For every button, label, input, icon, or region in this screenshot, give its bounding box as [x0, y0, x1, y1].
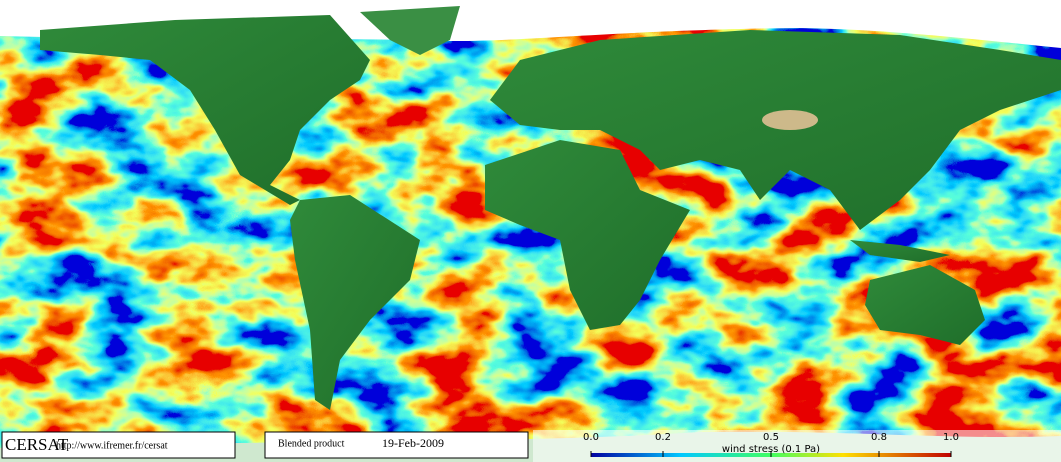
logo: CERSAT: [5, 435, 69, 454]
url: http://www.ifremer.fr/cersat: [56, 440, 168, 451]
logo-box: [1, 431, 236, 459]
colorbar-label: wind stress (0.1 Pa): [722, 444, 820, 455]
plateau: [762, 110, 818, 130]
colorbar-tick-label: 1.0: [943, 432, 959, 443]
colorbar-tick-label: 0.0: [583, 432, 599, 443]
colorbar-tick-label: 0.2: [655, 432, 671, 443]
product-box: [264, 431, 529, 459]
colorbar-tick-label: 0.5: [763, 432, 779, 443]
date: 19-Feb-2009: [382, 436, 444, 450]
product: Blended product: [278, 438, 345, 449]
colorbar-tick-label: 0.8: [871, 432, 887, 443]
